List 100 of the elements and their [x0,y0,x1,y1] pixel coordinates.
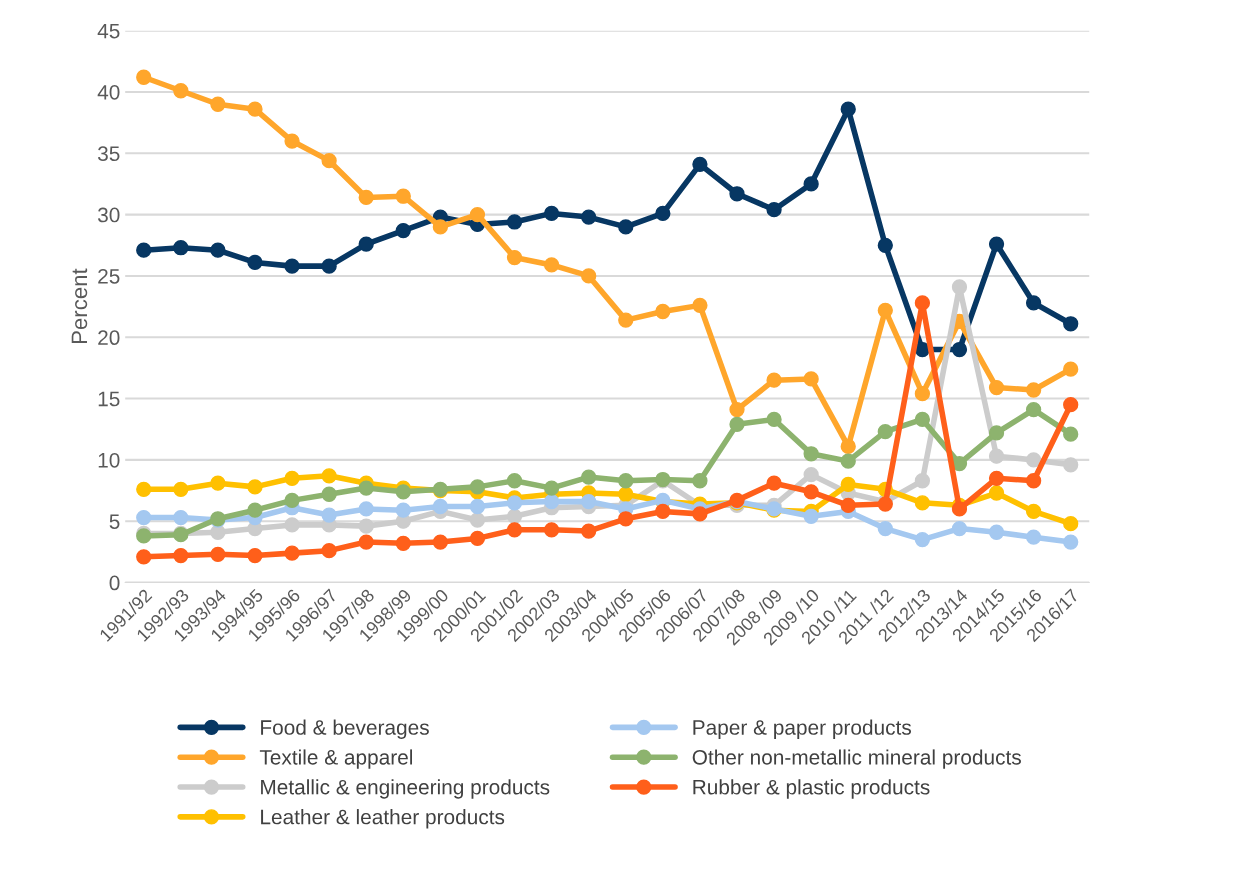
point [321,486,337,502]
point [469,206,486,223]
point [914,531,931,548]
y-tick-label: 35 [97,146,120,162]
point [284,492,300,509]
point [951,279,968,295]
y-axis-title: Percent [71,268,88,344]
point [988,379,1005,396]
point [951,520,968,537]
point [173,83,189,99]
point [581,469,597,485]
point [581,493,597,510]
point [581,523,597,539]
point [729,416,745,432]
point [877,237,893,253]
legend-label: Food & beverages [261,719,429,739]
point [1063,361,1079,377]
point [395,484,411,500]
point [840,101,856,117]
point [692,506,708,522]
y-tick-label: 20 [98,330,120,346]
point [284,133,300,149]
point [247,254,263,271]
point [506,249,523,266]
point [432,219,449,235]
point [358,480,374,496]
point [766,202,782,218]
point [543,205,560,222]
point [803,466,819,483]
point [247,502,263,518]
legend-label: Textile & apparel [259,749,413,769]
point [284,545,300,561]
point [210,242,226,258]
point [1063,457,1079,473]
point [803,484,819,500]
point [766,475,782,491]
point [988,470,1005,486]
point [951,501,968,517]
point [877,424,893,440]
y-tick-label: 10 [98,452,120,468]
point [692,473,708,489]
point [618,312,634,328]
point [506,214,523,230]
point [395,222,411,239]
point [284,470,300,486]
point [469,498,486,515]
point [1025,473,1042,489]
point [395,188,411,204]
point [766,372,782,388]
point [469,530,486,547]
point [506,522,523,538]
y-tick-label: 30 [97,207,120,223]
point [543,257,560,273]
point [395,502,411,518]
point [840,438,856,455]
point [1025,295,1042,311]
point [877,302,893,318]
point [1025,452,1042,468]
point [321,468,337,484]
point [1063,426,1079,442]
point [506,495,523,511]
y-tick-label: 5 [109,514,120,529]
y-tick-label: 25 [98,268,120,284]
point [840,453,856,469]
point [469,479,486,495]
point [321,543,337,559]
point [136,69,152,85]
point [840,476,856,493]
y-tick-label: 45 [97,23,120,39]
legend-label: Metallic & engineering products [261,779,550,799]
point [358,534,374,550]
point [210,96,226,112]
point [173,547,189,564]
point [432,498,449,515]
point [914,295,931,311]
legend-label: Paper & paper products [693,719,912,739]
point [1063,516,1079,532]
point [581,209,597,225]
point [432,534,449,550]
y-tick-label: 40 [97,84,120,100]
point [321,258,337,274]
point [914,473,931,489]
point [136,481,152,497]
point [210,546,226,562]
point [655,205,671,222]
point [803,371,819,387]
point [618,486,634,502]
point [988,485,1005,501]
point [358,518,374,534]
point [803,508,819,524]
point [321,153,337,169]
point [247,101,263,117]
point [395,535,411,551]
y-tick-label: 0 [109,575,120,591]
point [581,268,597,284]
point [803,446,819,462]
point [173,509,189,526]
point [951,455,968,472]
point [173,240,189,256]
point [247,547,263,564]
